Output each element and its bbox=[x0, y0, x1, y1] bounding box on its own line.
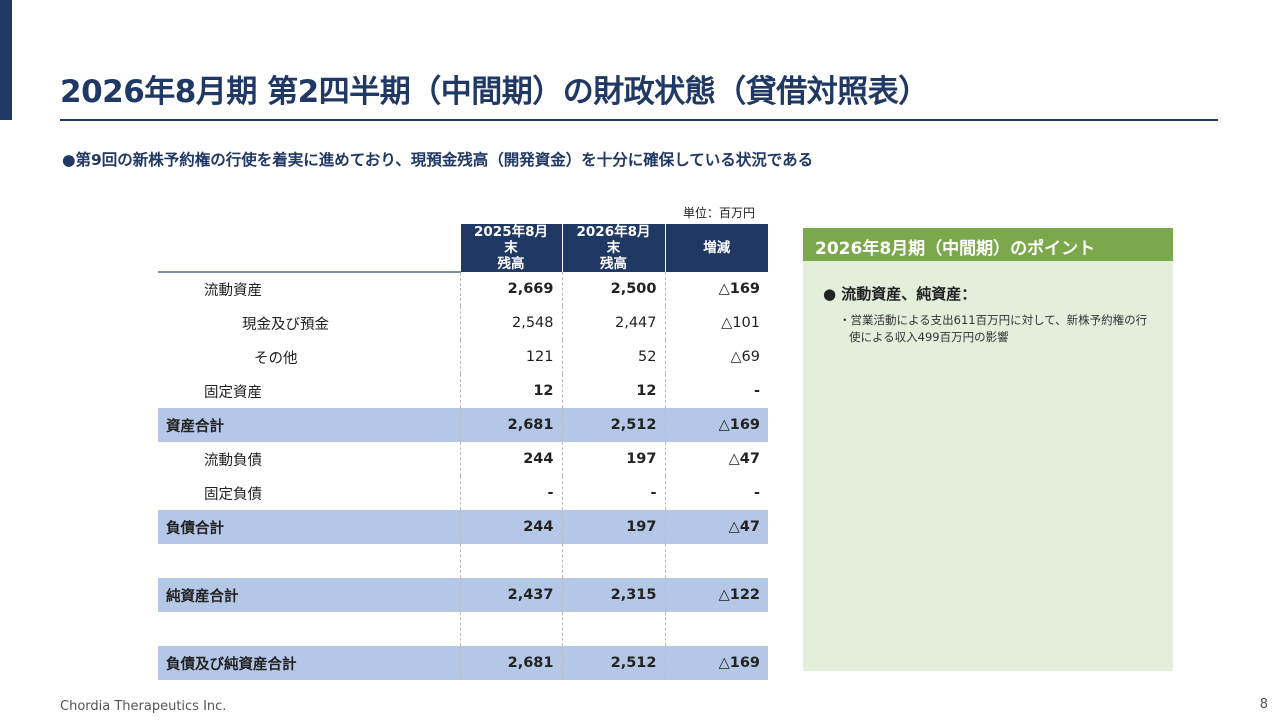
cell: △47 bbox=[664, 442, 768, 476]
cell: - bbox=[664, 374, 768, 408]
cell: △47 bbox=[664, 510, 768, 544]
spacer-row bbox=[158, 612, 768, 646]
cell: - bbox=[459, 476, 562, 510]
cell: 2,315 bbox=[561, 578, 665, 612]
cell: - bbox=[664, 476, 768, 510]
cell: 2,437 bbox=[459, 578, 562, 612]
unit-label: 単位：百万円 bbox=[683, 206, 756, 220]
title-divider bbox=[60, 119, 1218, 121]
page-number: 8 bbox=[1259, 697, 1268, 712]
accent-bar bbox=[0, 0, 12, 120]
table-row: その他 121 52 △69 bbox=[158, 340, 768, 374]
table-row: 流動負債 244 197 △47 bbox=[158, 442, 768, 476]
row-label: 流動資産 bbox=[204, 283, 262, 299]
header-2025: 2025年8月末 残高 bbox=[459, 224, 562, 272]
summary-text: ●第9回の新株予約権の行使を着実に進めており、現預金残高（開発資金）を十分に確保… bbox=[62, 151, 814, 169]
header-change: 増減 bbox=[664, 224, 768, 272]
cell: △169 bbox=[664, 646, 768, 680]
cell: △101 bbox=[664, 306, 768, 340]
table-row: 流動資産 2,669 2,500 △169 bbox=[158, 272, 768, 306]
cell: 12 bbox=[459, 374, 562, 408]
company-footer: Chordia Therapeutics Inc. bbox=[60, 699, 227, 714]
page-title: 2026年8月期 第2四半期（中間期）の財政状態（貸借対照表） bbox=[60, 74, 929, 110]
row-label: 固定資産 bbox=[204, 384, 262, 401]
row-label: 固定負債 bbox=[204, 486, 262, 503]
row-label: 流動負債 bbox=[204, 452, 262, 469]
cell: 12 bbox=[561, 374, 665, 408]
cell: 121 bbox=[459, 340, 562, 374]
table-row: 固定資産 12 12- bbox=[158, 374, 768, 408]
points-bullet: ● 流動資産、純資産： bbox=[823, 285, 977, 303]
cell: 244 bbox=[459, 442, 562, 476]
cell: 2,512 bbox=[561, 646, 665, 680]
cell: 2,548 bbox=[459, 306, 562, 340]
cell: 2,681 bbox=[459, 408, 562, 442]
cell: 2,681 bbox=[459, 646, 562, 680]
table-row: 現金及び預金 2,548 2,447 △101 bbox=[158, 306, 768, 340]
row-label: 負債及び純資産合計 bbox=[158, 646, 460, 680]
table-row-total: 負債合計 244 197 △47 bbox=[158, 510, 768, 544]
table-row-total: 資産合計 2,681 2,512 △169 bbox=[158, 408, 768, 442]
cell: △122 bbox=[664, 578, 768, 612]
row-label: 現金及び預金 bbox=[242, 316, 329, 333]
table-row-total: 純資産合計 2,437 2,315 △122 bbox=[158, 578, 768, 612]
table-row: 固定負債 - - - bbox=[158, 476, 768, 510]
points-text: ・営業活動による支出611百万円に対して、新株予約権の行使による収入499百万円… bbox=[839, 313, 1148, 344]
cell: △69 bbox=[664, 340, 768, 374]
cell: 2,669 bbox=[459, 272, 562, 306]
balance-sheet-table: 2025年8月末 残高 2026年8月末 残高 増減 流動資産 2,669 2,50… bbox=[158, 224, 768, 680]
cell: 2,512 bbox=[561, 408, 665, 442]
row-label: 負債合計 bbox=[158, 510, 460, 544]
cell: 52 bbox=[561, 340, 665, 374]
row-label: 資産合計 bbox=[158, 408, 460, 442]
table-row-total: 負債及び純資産合計 2,681 2,512 △169 bbox=[158, 646, 768, 680]
cell: 197 bbox=[561, 442, 665, 476]
cell: △169 bbox=[664, 408, 768, 442]
cell: △169 bbox=[664, 272, 768, 306]
row-label: その他 bbox=[254, 350, 298, 367]
row-label: 純資産合計 bbox=[158, 578, 460, 612]
cell: 2,447 bbox=[561, 306, 665, 340]
spacer-row bbox=[158, 544, 768, 578]
cell: 2,500 bbox=[561, 272, 665, 306]
points-panel: 2026年8月期（中間期）のポイント ● 流動資産、純資産： ・営業活動による支… bbox=[803, 228, 1173, 671]
header-blank bbox=[158, 224, 460, 273]
cell: 244 bbox=[459, 510, 562, 544]
points-panel-title: 2026年8月期（中間期）のポイント bbox=[803, 228, 1173, 261]
cell: 197 bbox=[561, 510, 665, 544]
cell: - bbox=[561, 476, 665, 510]
header-2026: 2026年8月末 残高 bbox=[561, 224, 665, 272]
